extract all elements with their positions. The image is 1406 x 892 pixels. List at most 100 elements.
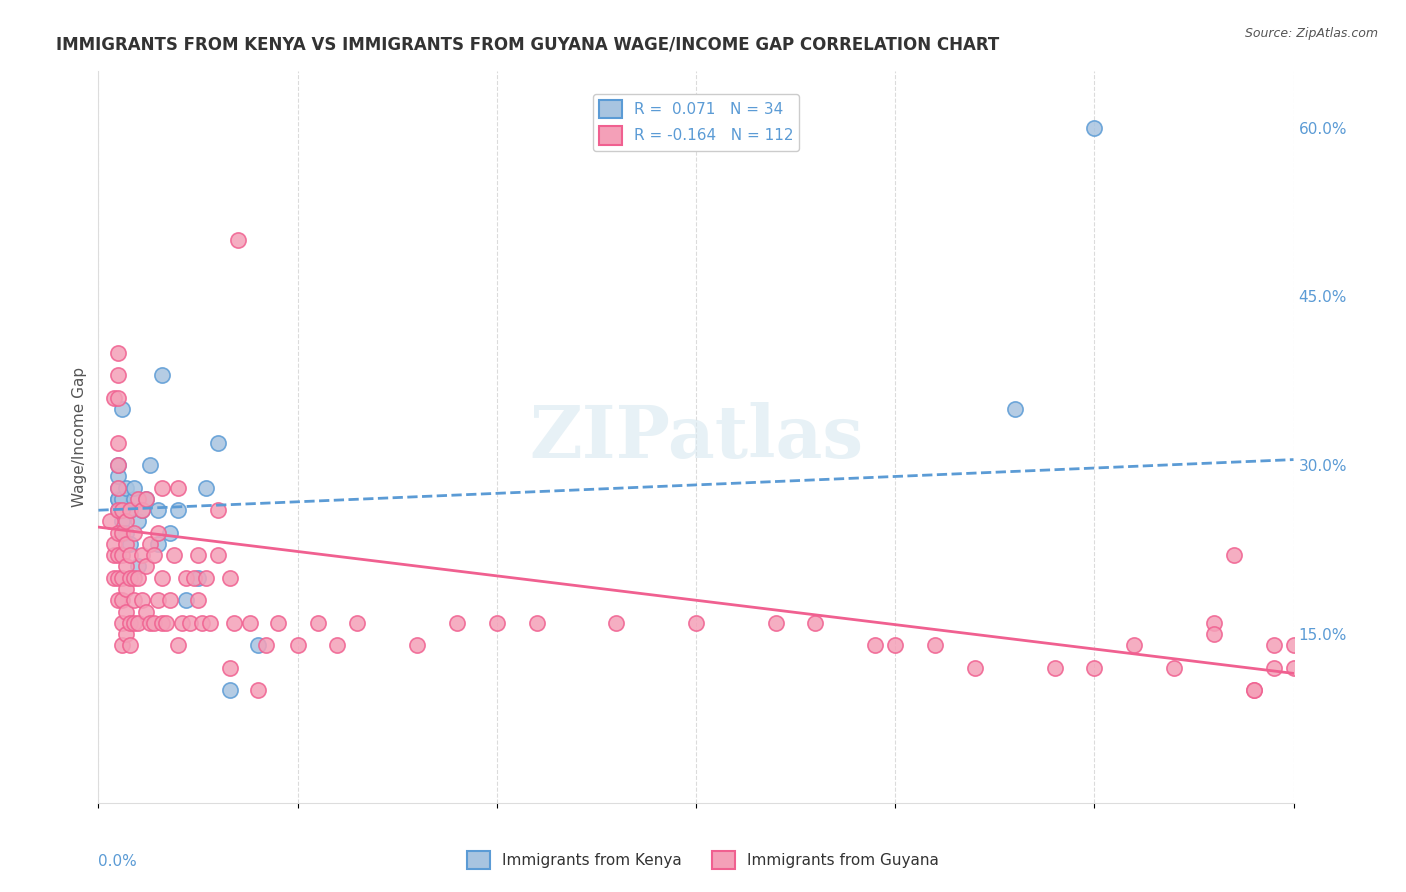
Point	[107, 491, 129, 506]
Text: ZIPatlas: ZIPatlas	[529, 401, 863, 473]
Point	[111, 593, 134, 607]
Point	[139, 458, 162, 473]
Point	[239, 615, 262, 630]
Point	[111, 503, 134, 517]
Text: IMMIGRANTS FROM KENYA VS IMMIGRANTS FROM GUYANA WAGE/INCOME GAP CORRELATION CHAR: IMMIGRANTS FROM KENYA VS IMMIGRANTS FROM…	[56, 36, 1000, 54]
Point	[207, 503, 229, 517]
Point	[159, 525, 181, 540]
Point	[120, 503, 142, 517]
Point	[107, 345, 129, 359]
Point	[115, 605, 138, 619]
Point	[150, 481, 173, 495]
Point	[1282, 638, 1305, 652]
Point	[131, 503, 153, 517]
Point	[111, 548, 134, 562]
Point	[191, 615, 214, 630]
Point	[174, 571, 197, 585]
Point	[172, 615, 194, 630]
Point	[103, 391, 125, 405]
Point	[111, 491, 134, 506]
Point	[107, 435, 129, 450]
Point	[127, 571, 149, 585]
Point	[148, 537, 170, 551]
Point	[100, 515, 122, 529]
Point	[207, 435, 229, 450]
Point	[406, 638, 429, 652]
Point	[135, 559, 157, 574]
Point	[1163, 661, 1185, 675]
Point	[187, 593, 209, 607]
Point	[1302, 661, 1324, 675]
Point	[107, 503, 129, 517]
Point	[107, 368, 129, 383]
Point	[1004, 401, 1026, 416]
Point	[605, 615, 627, 630]
Point	[148, 503, 170, 517]
Point	[326, 638, 349, 652]
Point	[167, 481, 190, 495]
Point	[111, 638, 134, 652]
Point	[107, 525, 129, 540]
Point	[1083, 661, 1105, 675]
Point	[863, 638, 887, 652]
Point	[195, 571, 218, 585]
Point	[115, 481, 138, 495]
Point	[187, 548, 209, 562]
Point	[107, 548, 129, 562]
Point	[307, 615, 329, 630]
Point	[207, 548, 229, 562]
Point	[111, 525, 134, 540]
Point	[150, 571, 173, 585]
Point	[167, 503, 190, 517]
Point	[124, 491, 146, 506]
Point	[219, 683, 242, 698]
Point	[115, 582, 138, 596]
Point	[187, 571, 209, 585]
Point	[1043, 661, 1066, 675]
Point	[107, 481, 129, 495]
Point	[139, 537, 162, 551]
Point	[179, 615, 201, 630]
Point	[1083, 120, 1105, 135]
Point	[111, 615, 134, 630]
Point	[1263, 661, 1285, 675]
Point	[1282, 661, 1305, 675]
Point	[148, 593, 170, 607]
Point	[246, 638, 269, 652]
Point	[135, 605, 157, 619]
Point	[1243, 683, 1265, 698]
Point	[287, 638, 309, 652]
Point	[131, 503, 153, 517]
Point	[804, 615, 827, 630]
Point	[103, 537, 125, 551]
Point	[222, 615, 245, 630]
Point	[115, 525, 138, 540]
Point	[150, 615, 173, 630]
Point	[115, 537, 138, 551]
Point	[226, 233, 249, 247]
Point	[127, 615, 149, 630]
Point	[124, 525, 146, 540]
Point	[107, 491, 129, 506]
Point	[124, 571, 146, 585]
Point	[139, 615, 162, 630]
Point	[1202, 615, 1225, 630]
Point	[107, 458, 129, 473]
Point	[167, 638, 190, 652]
Point	[1322, 638, 1344, 652]
Point	[183, 571, 205, 585]
Point	[685, 615, 707, 630]
Point	[107, 469, 129, 483]
Point	[159, 593, 181, 607]
Point	[446, 615, 468, 630]
Point	[526, 615, 548, 630]
Point	[924, 638, 946, 652]
Legend: Immigrants from Kenya, Immigrants from Guyana: Immigrants from Kenya, Immigrants from G…	[461, 845, 945, 875]
Point	[246, 683, 269, 698]
Point	[120, 571, 142, 585]
Point	[111, 503, 134, 517]
Point	[103, 571, 125, 585]
Point	[485, 615, 508, 630]
Point	[115, 515, 138, 529]
Point	[963, 661, 986, 675]
